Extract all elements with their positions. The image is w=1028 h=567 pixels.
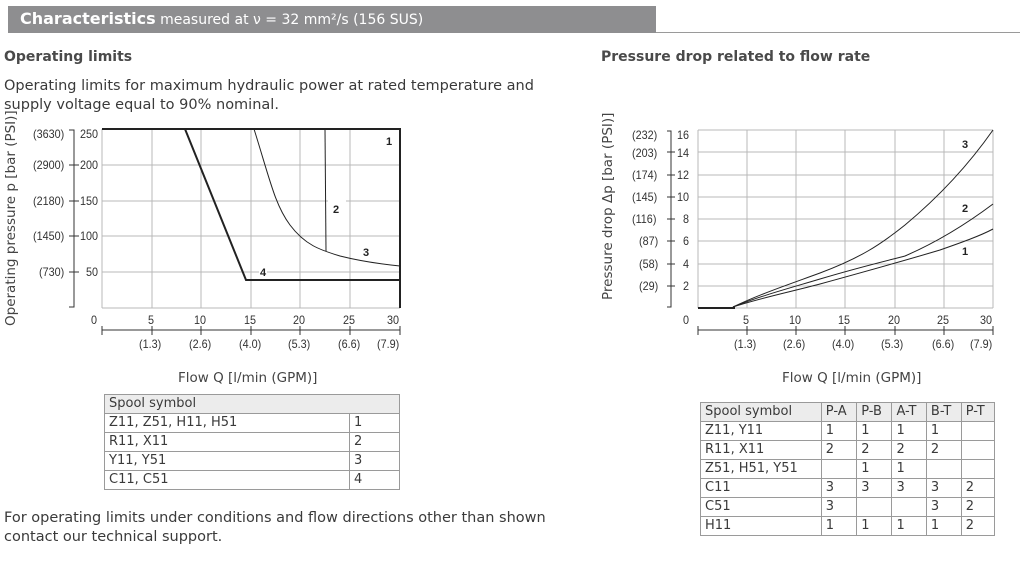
table-row: C11, C51 4 [104,470,400,490]
header-divider [656,32,1020,33]
right-grid [697,129,994,309]
pressure-drop-chart: 3 2 1 [667,129,994,335]
drop-curve-2 [732,203,994,308]
table-header-row: Spool symbol P-A P-B A-T B-T P-T [700,402,996,422]
table-row: C51 3 3 2 [700,497,996,517]
left-y-axis [69,129,79,308]
right-y-axis [667,130,675,308]
table-row: C11 3 3 3 3 2 [700,478,996,498]
curve-1 [102,128,401,308]
curve-3 [253,128,401,267]
curve-3-label: 3 [363,247,369,259]
operating-limits-chart: 1 2 3 4 [69,128,401,335]
table-row: R11, X11 2 [104,432,400,452]
left-x-axis [101,326,401,335]
table-row: Z11, Z51, H11, H51 1 [104,413,400,433]
table-row: Z11, Y11 1 1 1 1 [700,421,996,441]
right-x-axis [697,326,994,335]
curve-2 [324,128,327,252]
drop-curve-3-label: 3 [962,139,968,151]
curve-4-label: 4 [260,267,267,279]
curve-4 [184,128,400,281]
section-header: Characteristics measured at ν = 32 mm²/s… [20,9,423,28]
section-subtitle: measured at ν = 32 mm²/s (156 SUS) [160,12,424,28]
spool-symbol-header: Spool symbol [104,394,400,414]
table-row: H11 1 1 1 1 2 [700,516,996,536]
table-header-row: Spool symbol [104,394,400,414]
right-y-axis-title: Pressure drop Δp [bar (PSI)] [600,112,616,300]
operating-limits-spool-table: Spool symbol Z11, Z51, H11, H51 1 R11, X… [104,394,400,490]
right-x-axis-title: Flow Q [l/min (GPM)] [782,370,922,386]
drop-curve-1 [732,228,994,308]
operating-limits-heading: Operating limits [4,49,133,65]
table-row: Y11, Y51 3 [104,451,400,471]
table-row: Z51, H51, Y51 1 1 [700,459,996,479]
section-header-bar [8,6,656,33]
pressure-drop-spool-table: Spool symbol P-A P-B A-T B-T P-T Z11, Y1… [700,402,996,536]
left-x-axis-title: Flow Q [l/min (GPM)] [178,370,318,386]
table-row: R11, X11 2 2 2 2 [700,440,996,460]
operating-limits-description: Operating limits for maximum hydraulic p… [4,78,534,113]
pressure-drop-heading: Pressure drop related to flow rate [601,49,871,65]
left-grid [101,129,400,309]
left-y-axis-title: Operating pressure p [bar (PSI)] [3,110,19,326]
curve-1-label: 1 [386,136,392,148]
operating-limits-footnote: For operating limits under conditions an… [4,510,546,545]
section-title: Characteristics [20,9,156,28]
curve-2-label: 2 [333,204,339,216]
drop-curve-3 [732,129,994,308]
drop-curve-2-label: 2 [962,203,968,215]
drop-curve-1-label: 1 [962,246,968,258]
